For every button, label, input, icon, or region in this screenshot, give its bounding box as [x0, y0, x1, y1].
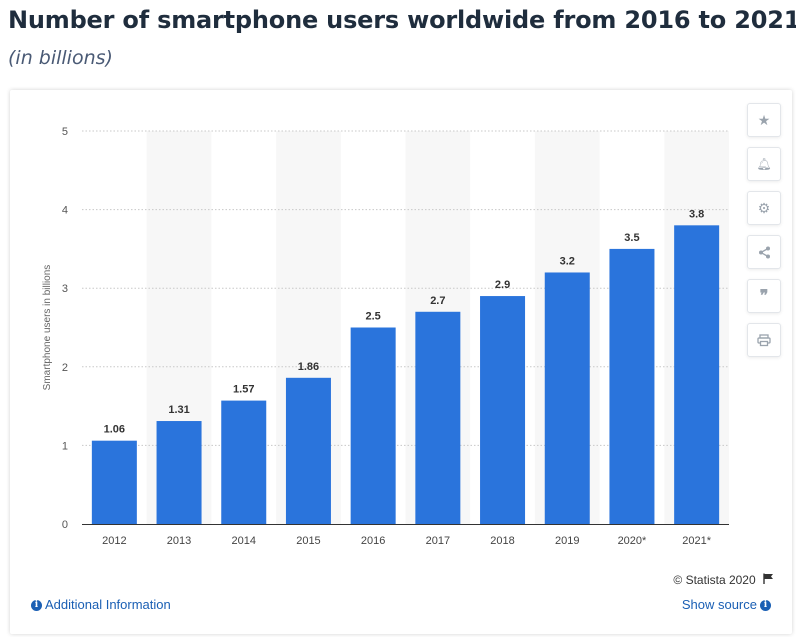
additional-information-link[interactable]: i Additional Information [28, 597, 171, 612]
x-tick-label: 2020* [618, 535, 647, 547]
bar [609, 248, 655, 524]
data-label: 1.86 [298, 361, 319, 373]
data-label: 2.9 [495, 279, 510, 291]
bar [156, 421, 202, 524]
data-label: 2.5 [366, 311, 381, 323]
chart-toolbar: ★ 🔔︎ ⚙ ❞ [747, 103, 781, 367]
x-tick-label: 2016 [361, 535, 385, 547]
page-subtitle: (in billions) [8, 47, 113, 69]
bar [221, 400, 267, 524]
data-label: 1.57 [233, 384, 254, 396]
x-tick-label: 2021* [682, 535, 711, 547]
additional-information-label: Additional Information [45, 597, 171, 612]
bar [674, 225, 720, 524]
show-source-label: Show source [681, 597, 757, 612]
data-label: 3.5 [624, 232, 639, 244]
data-label: 2.7 [430, 295, 445, 307]
print-icon [757, 333, 771, 346]
flag-icon[interactable] [763, 573, 774, 584]
bar [91, 440, 137, 524]
star-icon: ★ [757, 111, 771, 128]
x-tick-label: 2015 [296, 535, 320, 547]
share-icon [758, 246, 770, 258]
data-label: 3.8 [689, 208, 704, 220]
settings-button[interactable]: ⚙ [747, 191, 781, 225]
bar [415, 311, 461, 524]
data-label: 3.2 [560, 255, 575, 267]
bar [480, 296, 526, 524]
x-tick-label: 2014 [232, 535, 256, 547]
bar [350, 327, 396, 524]
gear-icon: ⚙ [757, 199, 771, 216]
x-tick-label: 2013 [167, 535, 191, 547]
x-tick-label: 2012 [102, 535, 126, 547]
y-tick-label: 0 [62, 519, 68, 531]
bell-icon: 🔔︎ [756, 157, 772, 171]
y-tick-label: 3 [62, 283, 68, 295]
info-icon: i [31, 600, 42, 612]
cite-button[interactable]: ❞ [747, 279, 781, 313]
y-tick-label: 4 [62, 205, 68, 217]
quote-icon: ❞ [759, 288, 769, 305]
info-icon: i [760, 600, 771, 612]
y-axis-label: Smartphone users in billions [42, 265, 53, 391]
credit-text: © Statista 2020 [673, 573, 756, 587]
chart-card [10, 90, 792, 634]
page-title: Number of smartphone users worldwide fro… [8, 6, 796, 34]
statista-credit: © Statista 2020 [673, 573, 774, 587]
x-tick-label: 2019 [555, 535, 579, 547]
show-source-link[interactable]: Show source i [682, 597, 774, 612]
y-tick-label: 2 [62, 362, 68, 374]
y-tick-label: 1 [62, 440, 68, 452]
star-button[interactable]: ★ [747, 103, 781, 137]
data-label: 1.31 [168, 404, 189, 416]
y-tick-label: 5 [62, 126, 68, 138]
notification-button[interactable]: 🔔︎ [747, 147, 781, 181]
x-tick-label: 2017 [426, 535, 450, 547]
x-tick-label: 2018 [490, 535, 514, 547]
bar [285, 377, 331, 524]
print-button[interactable] [747, 323, 781, 357]
data-label: 1.06 [104, 424, 125, 436]
share-button[interactable] [747, 235, 781, 269]
bar [544, 272, 590, 524]
